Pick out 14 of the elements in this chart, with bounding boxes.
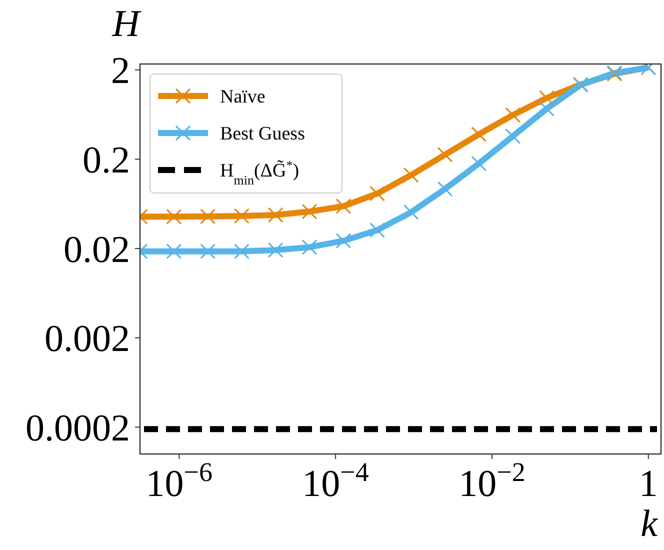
legend-label: H$_{min}$(ΔG̃$^{*}$) bbox=[220, 157, 300, 188]
y-tick-label: 2 bbox=[111, 50, 130, 92]
y-tick-label: 0.002 bbox=[44, 318, 130, 360]
x-tick-label: 10$^{−2}$ bbox=[458, 457, 526, 505]
legend-label: Best Guess bbox=[220, 124, 305, 145]
legend-label: Naïve bbox=[220, 86, 266, 108]
x-axis-title: k bbox=[640, 503, 659, 545]
y-tick-label: 0.0002 bbox=[26, 407, 130, 450]
x-tick-label: 10$^{−6}$ bbox=[146, 457, 212, 505]
y-axis-title: H bbox=[111, 3, 142, 45]
x-tick-label: 10$^{−4}$ bbox=[302, 457, 370, 505]
x-tick-label: 1 bbox=[638, 463, 658, 505]
y-tick-label: 0.2 bbox=[82, 140, 130, 182]
y-tick-label: 0.02 bbox=[64, 228, 130, 271]
